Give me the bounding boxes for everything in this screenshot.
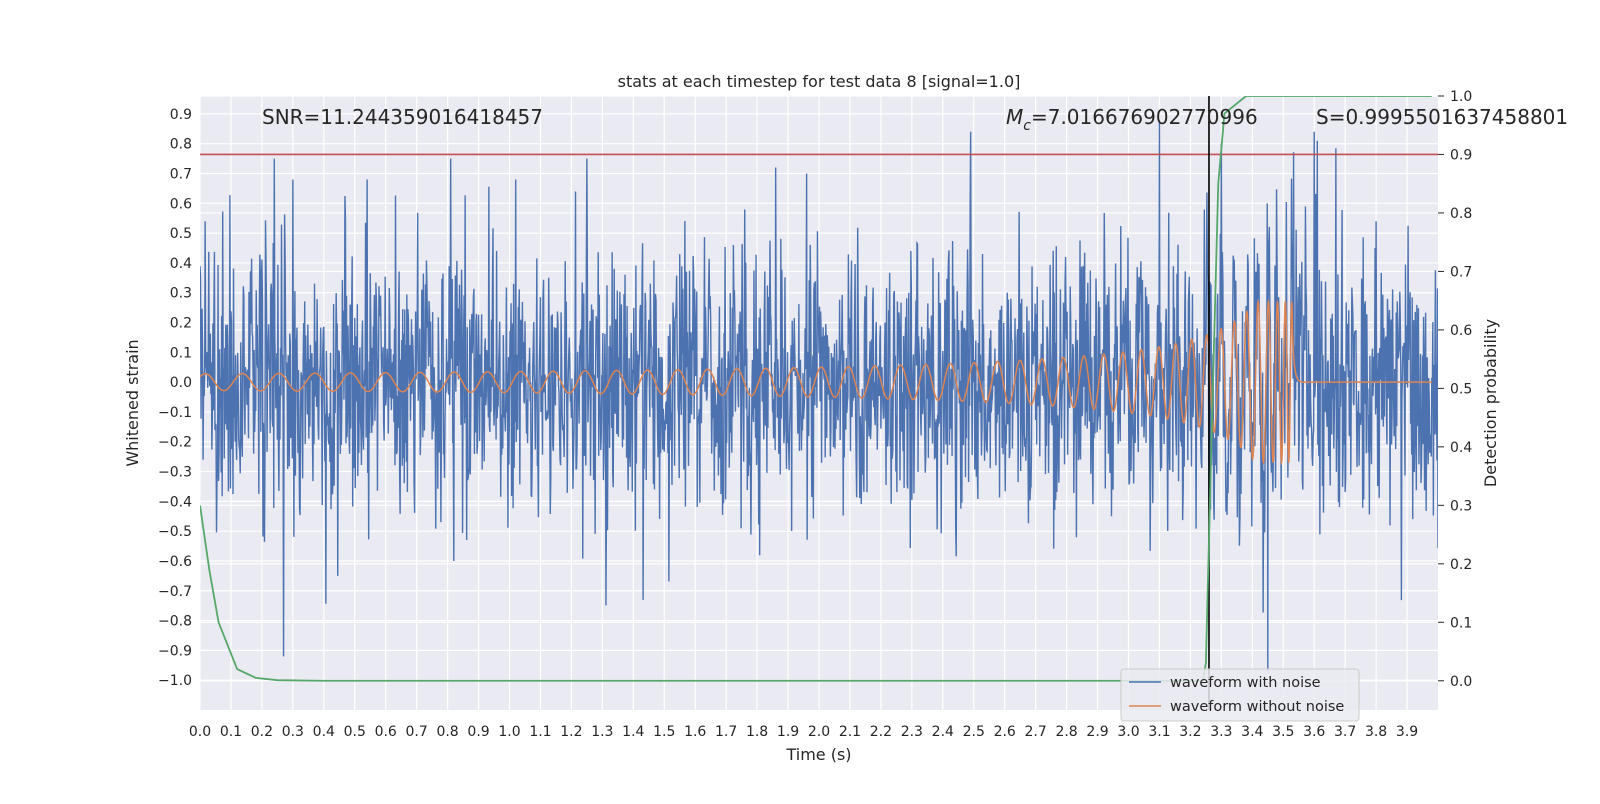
x-tick-label: 2.9 <box>1086 724 1108 740</box>
score-annotation: S=0.9995501637458801 <box>1316 105 1568 129</box>
y-tick-label-left: 0.2 <box>170 316 192 332</box>
x-tick-label: 1.0 <box>498 724 520 740</box>
y-tick-label-left: −0.2 <box>158 435 192 451</box>
x-tick-label: 3.1 <box>1148 724 1170 740</box>
y-tick-label-left: −0.3 <box>158 465 192 481</box>
y-tick-label-right: 0.5 <box>1450 381 1472 397</box>
x-tick-label: 2.8 <box>1055 724 1077 740</box>
legend-label-clean: waveform without noise <box>1170 699 1344 715</box>
y-tick-label-left: −0.1 <box>158 405 192 421</box>
y-tick-label-left: −1.0 <box>158 673 192 689</box>
x-tick-label: 3.2 <box>1179 724 1201 740</box>
x-tick-label: 3.7 <box>1334 724 1356 740</box>
x-tick-label: 0.7 <box>406 724 428 740</box>
chirp-mass-subscript: c <box>1023 118 1031 134</box>
x-tick-label: 1.3 <box>591 724 613 740</box>
y-tick-label-left: 0.6 <box>170 196 192 212</box>
x-tick-label: 2.6 <box>994 724 1016 740</box>
chirp-mass-symbol: M <box>1006 105 1023 129</box>
legend-label-noise: waveform with noise <box>1170 675 1321 691</box>
series-detection-probability <box>200 96 1432 682</box>
y-tick-label-left: −0.7 <box>158 584 192 600</box>
x-tick-label: 3.8 <box>1365 724 1387 740</box>
x-tick-label: 2.3 <box>901 724 923 740</box>
y-tick-label-right: 0.3 <box>1450 498 1472 514</box>
x-tick-label: 1.8 <box>746 724 768 740</box>
y-tick-label-left: −0.6 <box>158 554 192 570</box>
x-tick-label: 2.7 <box>1025 724 1047 740</box>
x-tick-label: 2.2 <box>870 724 892 740</box>
y-tick-label-left: 0.5 <box>170 226 192 242</box>
y-tick-label-right: 0.1 <box>1450 615 1472 631</box>
x-tick-label: 2.0 <box>808 724 830 740</box>
y-tick-label-left: 0.4 <box>170 256 192 272</box>
x-tick-label: 1.9 <box>777 724 799 740</box>
legend: waveform with noise waveform without noi… <box>1120 668 1360 722</box>
y-tick-label-right: 0.0 <box>1450 674 1472 690</box>
series-waveform-without-noise <box>200 299 1432 466</box>
y-tick-label-right: 0.9 <box>1450 147 1472 163</box>
y-tick-label-right: 0.8 <box>1450 206 1472 222</box>
series-waveform-with-noise <box>200 122 1438 672</box>
x-tick-label: 3.6 <box>1303 724 1325 740</box>
x-tick-label: 0.3 <box>282 724 304 740</box>
chirp-mass-annotation: Mc=7.016676902770996 <box>1006 105 1258 134</box>
series-layer <box>200 96 1438 710</box>
x-axis-label: Time (s) <box>785 745 851 764</box>
y-tick-label-right: 0.4 <box>1450 440 1472 456</box>
x-tick-label: 1.6 <box>684 724 706 740</box>
x-tick-label: 3.4 <box>1241 724 1263 740</box>
x-tick-label: 1.1 <box>529 724 551 740</box>
x-tick-label: 2.4 <box>932 724 954 740</box>
x-tick-label: 3.9 <box>1396 724 1418 740</box>
x-tick-label: 0.5 <box>344 724 366 740</box>
x-tick-label: 0.2 <box>251 724 273 740</box>
y-tick-label-left: −0.9 <box>158 643 192 659</box>
chart-title: stats at each timestep for test data 8 [… <box>618 72 1021 91</box>
x-tick-label: 3.0 <box>1117 724 1139 740</box>
ticks: 0.0 0.1 0.2 0.3 0.4 0.5 0.6 0.7 0.8 0.9 1.0 1.1 1.2 1… <box>158 89 1472 740</box>
y-tick-label-left: 0.0 <box>170 375 192 391</box>
y-tick-label-right: 1.0 <box>1450 89 1472 105</box>
x-tick-label: 3.5 <box>1272 724 1294 740</box>
x-tick-label: 1.4 <box>622 724 644 740</box>
x-tick-label: 0.8 <box>436 724 458 740</box>
legend-box <box>1120 668 1360 722</box>
y-tick-label-right: 0.7 <box>1450 264 1472 280</box>
y-axis-label-left: Whitened strain <box>123 339 142 466</box>
x-tick-label: 1.5 <box>653 724 675 740</box>
snr-annotation: SNR=11.244359016418457 <box>262 105 543 129</box>
x-tick-label: 0.0 <box>189 724 211 740</box>
y-tick-label-right: 0.2 <box>1450 557 1472 573</box>
y-tick-label-left: 0.7 <box>170 166 192 182</box>
x-tick-label: 1.2 <box>560 724 582 740</box>
x-tick-label: 2.1 <box>839 724 861 740</box>
x-tick-label: 0.1 <box>220 724 242 740</box>
x-tick-label: 2.5 <box>963 724 985 740</box>
x-tick-label: 0.9 <box>467 724 489 740</box>
x-tick-label: 0.6 <box>375 724 397 740</box>
y-tick-label-left: 0.9 <box>170 107 192 123</box>
x-tick-label: 0.4 <box>313 724 335 740</box>
y-tick-label-right: 0.6 <box>1450 323 1472 339</box>
x-tick-label: 1.7 <box>715 724 737 740</box>
y-tick-label-left: 0.3 <box>170 286 192 302</box>
x-tick-label: 3.3 <box>1210 724 1232 740</box>
y-tick-label-left: 0.1 <box>170 345 192 361</box>
y-tick-label-left: −0.8 <box>158 614 192 630</box>
y-axis-label-right: Detection probability <box>1481 319 1500 487</box>
y-tick-label-left: 0.8 <box>170 137 192 153</box>
chirp-mass-value: =7.016676902770996 <box>1031 105 1258 129</box>
y-tick-label-left: −0.5 <box>158 524 192 540</box>
y-tick-label-left: −0.4 <box>158 494 192 510</box>
